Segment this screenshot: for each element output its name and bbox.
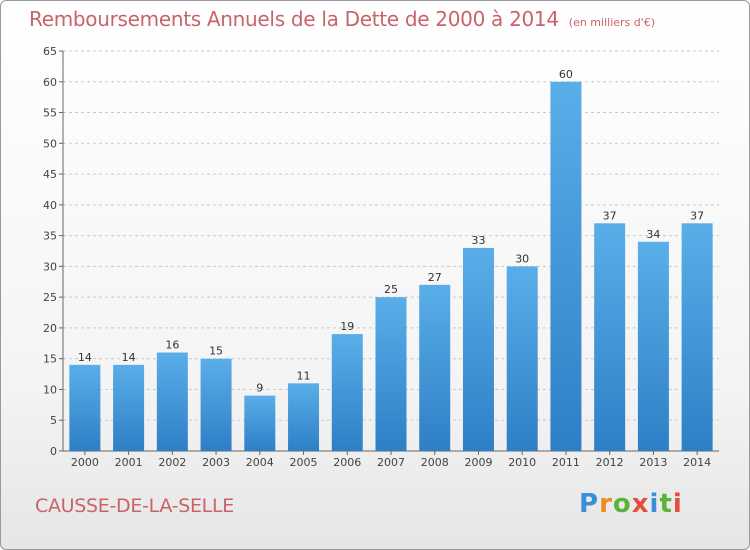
data-label: 9 bbox=[256, 382, 263, 395]
x-tick-label: 2009 bbox=[464, 456, 492, 469]
x-tick-label: 2010 bbox=[508, 456, 536, 469]
y-tick-label: 65 bbox=[43, 45, 57, 58]
bar bbox=[550, 81, 582, 452]
bar bbox=[69, 364, 101, 451]
bar bbox=[462, 247, 494, 451]
commune-name: CAUSSE-DE-LA-SELLE bbox=[35, 495, 234, 517]
x-tick-label: 2004 bbox=[246, 456, 274, 469]
data-label: 16 bbox=[165, 339, 179, 352]
data-label: 14 bbox=[122, 351, 136, 364]
x-tick-label: 2012 bbox=[596, 456, 624, 469]
data-label: 11 bbox=[297, 369, 311, 382]
chart-title: Remboursements Annuels de la Dette de 20… bbox=[29, 7, 655, 31]
bar bbox=[156, 352, 188, 451]
y-tick-label: 0 bbox=[50, 445, 57, 458]
bar bbox=[375, 297, 407, 451]
bar bbox=[637, 241, 669, 451]
data-label: 60 bbox=[559, 68, 573, 81]
x-tick-label: 2014 bbox=[683, 456, 711, 469]
data-label: 25 bbox=[384, 283, 398, 296]
x-tick-label: 2013 bbox=[639, 456, 667, 469]
y-tick-label: 5 bbox=[50, 414, 57, 427]
y-tick-label: 25 bbox=[43, 291, 57, 304]
bar bbox=[681, 223, 713, 451]
x-tick-label: 2000 bbox=[71, 456, 99, 469]
chart-subtitle: (en milliers d'€) bbox=[568, 16, 656, 29]
bar bbox=[200, 358, 232, 451]
bar bbox=[113, 364, 145, 451]
data-label: 15 bbox=[209, 345, 223, 358]
y-tick-label: 15 bbox=[43, 353, 57, 366]
bar bbox=[244, 395, 276, 451]
data-label: 37 bbox=[603, 209, 617, 222]
data-label: 33 bbox=[471, 234, 485, 247]
x-tick-label: 2003 bbox=[202, 456, 230, 469]
bar bbox=[594, 223, 626, 451]
y-tick-label: 50 bbox=[43, 137, 57, 150]
y-tick-label: 30 bbox=[43, 260, 57, 273]
x-tick-label: 2005 bbox=[290, 456, 318, 469]
x-tick-label: 2007 bbox=[377, 456, 405, 469]
data-label: 19 bbox=[340, 320, 354, 333]
y-tick-label: 35 bbox=[43, 230, 57, 243]
data-label: 27 bbox=[428, 271, 442, 284]
proxiti-logo: Proxiti bbox=[579, 489, 683, 519]
data-label: 37 bbox=[690, 209, 704, 222]
bar bbox=[288, 383, 320, 451]
bar bbox=[506, 266, 538, 451]
y-tick-label: 45 bbox=[43, 168, 57, 181]
y-tick-label: 10 bbox=[43, 383, 57, 396]
data-label: 30 bbox=[515, 252, 529, 265]
y-tick-label: 55 bbox=[43, 107, 57, 120]
y-tick-label: 20 bbox=[43, 322, 57, 335]
x-tick-label: 2001 bbox=[115, 456, 143, 469]
data-label: 34 bbox=[646, 228, 660, 241]
x-tick-label: 2011 bbox=[552, 456, 580, 469]
x-tick-label: 2008 bbox=[421, 456, 449, 469]
bar bbox=[419, 284, 451, 451]
bar bbox=[331, 334, 363, 451]
data-label: 14 bbox=[78, 351, 92, 364]
chart-title-text: Remboursements Annuels de la Dette de 20… bbox=[29, 7, 559, 31]
y-tick-label: 40 bbox=[43, 199, 57, 212]
x-tick-label: 2006 bbox=[333, 456, 361, 469]
x-tick-label: 2002 bbox=[158, 456, 186, 469]
y-tick-label: 60 bbox=[43, 76, 57, 89]
